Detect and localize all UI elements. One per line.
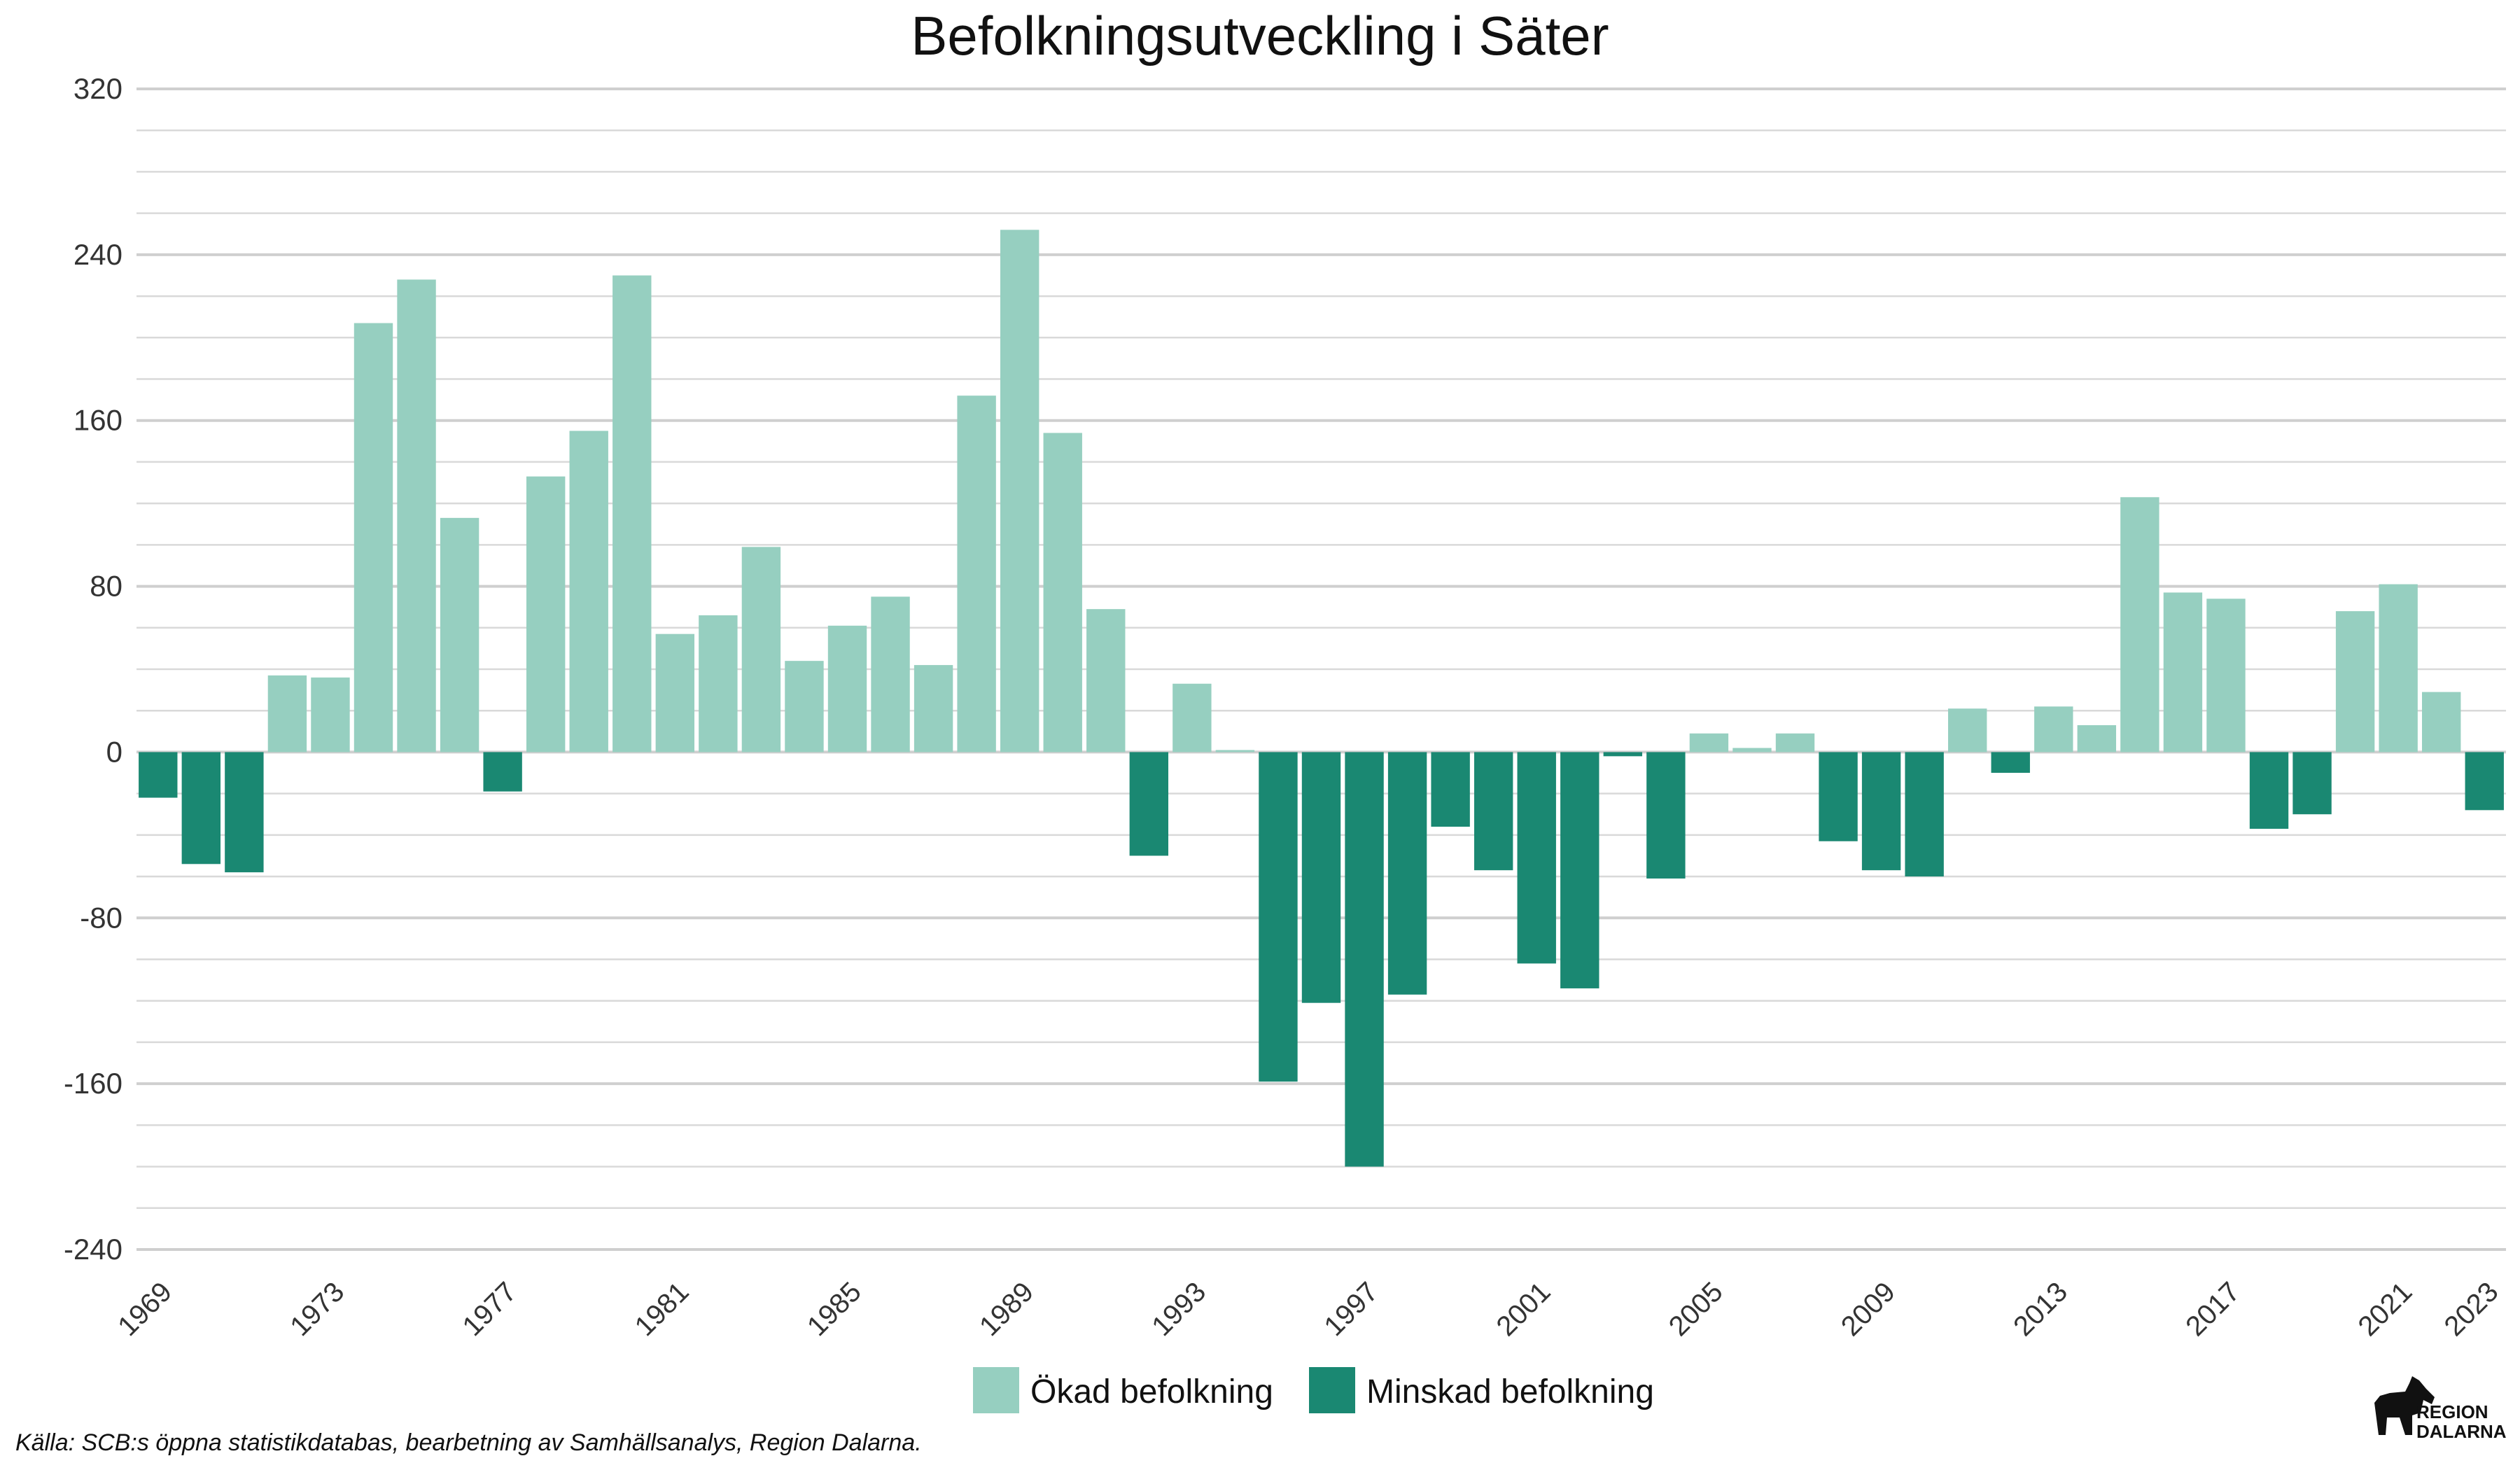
bar-2003: [1603, 752, 1643, 757]
legend: Ökad befolkning Minskad befolkning: [973, 1367, 1654, 1413]
bar-1998: [1387, 752, 1427, 995]
bar-2017: [2206, 598, 2246, 752]
bar-2000: [1474, 752, 1513, 871]
bar-2022: [2421, 692, 2461, 752]
bar-1978: [526, 476, 566, 752]
logo-text-line1: REGION: [2416, 1401, 2488, 1422]
y-axis-tick-labels: 320 240 160 80 0 -80 -160 -240: [64, 72, 122, 1266]
bar-1990: [1043, 433, 1082, 752]
bar-1969: [139, 752, 178, 798]
bar-2009: [1861, 752, 1901, 871]
bar-1993: [1172, 683, 1212, 752]
bar-1979: [569, 430, 608, 752]
y-tick-label: 0: [106, 735, 122, 768]
bar-1999: [1431, 752, 1470, 827]
x-tick-label: 2013: [2008, 1276, 2073, 1342]
bar-1975: [397, 279, 436, 752]
legend-swatch-okad: [973, 1367, 1019, 1413]
chart-title: Befolkningsutveckling i Säter: [911, 5, 1609, 66]
bar-1972: [267, 675, 307, 752]
y-tick-label: -240: [64, 1233, 122, 1266]
bar-1987: [913, 665, 953, 752]
x-tick-label: 1989: [974, 1276, 1040, 1342]
dala-horse-icon: [2374, 1376, 2435, 1435]
bar-1971: [225, 752, 264, 873]
bar-1970: [181, 752, 221, 864]
x-tick-label: 1997: [1318, 1276, 1384, 1342]
y-tick-label: 320: [74, 72, 122, 105]
bar-1985: [827, 625, 867, 752]
legend-label-okad: Ökad befolkning: [1030, 1373, 1273, 1410]
x-tick-label: 2005: [1663, 1276, 1729, 1342]
bar-1988: [957, 396, 996, 752]
x-tick-label: 2009: [1835, 1276, 1901, 1342]
x-tick-label: 1981: [629, 1276, 695, 1342]
bars: [139, 230, 2504, 1167]
x-tick-label: 1969: [112, 1276, 178, 1342]
bar-2023: [2465, 752, 2504, 811]
bar-1984: [785, 661, 824, 752]
bar-2018: [2249, 752, 2289, 829]
bar-2011: [1947, 708, 1987, 752]
bar-2019: [2292, 752, 2332, 815]
bar-1991: [1086, 609, 1126, 752]
bar-1996: [1301, 752, 1341, 1003]
bar-2001: [1517, 752, 1556, 964]
legend-label-minskad: Minskad befolkning: [1366, 1373, 1654, 1410]
bar-2007: [1775, 733, 1815, 752]
bar-2004: [1646, 752, 1686, 879]
bar-2010: [1905, 752, 1944, 877]
bar-1982: [699, 615, 738, 752]
bar-1976: [440, 517, 479, 752]
x-tick-label: 2001: [1491, 1276, 1557, 1342]
x-tick-label: 1993: [1146, 1276, 1212, 1342]
bar-1995: [1259, 752, 1298, 1082]
bar-1997: [1345, 752, 1384, 1167]
x-tick-label: 1977: [456, 1276, 522, 1342]
x-tick-label: 2017: [2180, 1276, 2246, 1342]
bar-2013: [2034, 706, 2073, 752]
x-tick-label: 2023: [2439, 1276, 2505, 1342]
bar-2008: [1819, 752, 1858, 841]
x-tick-label: 1985: [802, 1276, 867, 1342]
y-tick-label: 80: [90, 570, 122, 603]
x-tick-label: 1973: [284, 1276, 350, 1342]
bar-1983: [741, 547, 781, 752]
bar-1992: [1129, 752, 1169, 856]
region-dalarna-logo: REGION DALARNA: [2374, 1376, 2507, 1442]
bar-1986: [871, 596, 910, 752]
legend-swatch-minskad: [1309, 1367, 1355, 1413]
bar-2002: [1560, 752, 1600, 988]
bar-1980: [612, 275, 652, 752]
logo-text-line2: DALARNA: [2416, 1421, 2507, 1442]
bar-2006: [1732, 748, 1772, 752]
bar-1981: [655, 634, 695, 752]
bar-1977: [483, 752, 522, 792]
bar-2005: [1689, 733, 1729, 752]
x-tick-label: 2021: [2352, 1276, 2418, 1342]
y-tick-label: 160: [74, 404, 122, 437]
bar-2014: [2077, 724, 2117, 752]
bar-2020: [2335, 611, 2375, 752]
bar-2021: [2379, 584, 2418, 752]
bar-1973: [311, 677, 350, 752]
bar-2016: [2163, 592, 2203, 752]
x-axis-tick-labels: 1969 1973 1977 1981 1985 1989 1993 1997 2001 2005…: [112, 1276, 2504, 1342]
bar-2015: [2120, 497, 2160, 752]
y-tick-label: 240: [74, 238, 122, 271]
source-note: Källa: SCB:s öppna statistikdatabas, bea…: [15, 1429, 922, 1456]
y-tick-label: -80: [80, 901, 122, 934]
y-tick-label: -160: [64, 1067, 122, 1100]
bar-1994: [1215, 750, 1255, 752]
bar-2012: [1991, 752, 2030, 774]
bar-1974: [354, 323, 393, 752]
bar-1989: [1000, 230, 1040, 752]
